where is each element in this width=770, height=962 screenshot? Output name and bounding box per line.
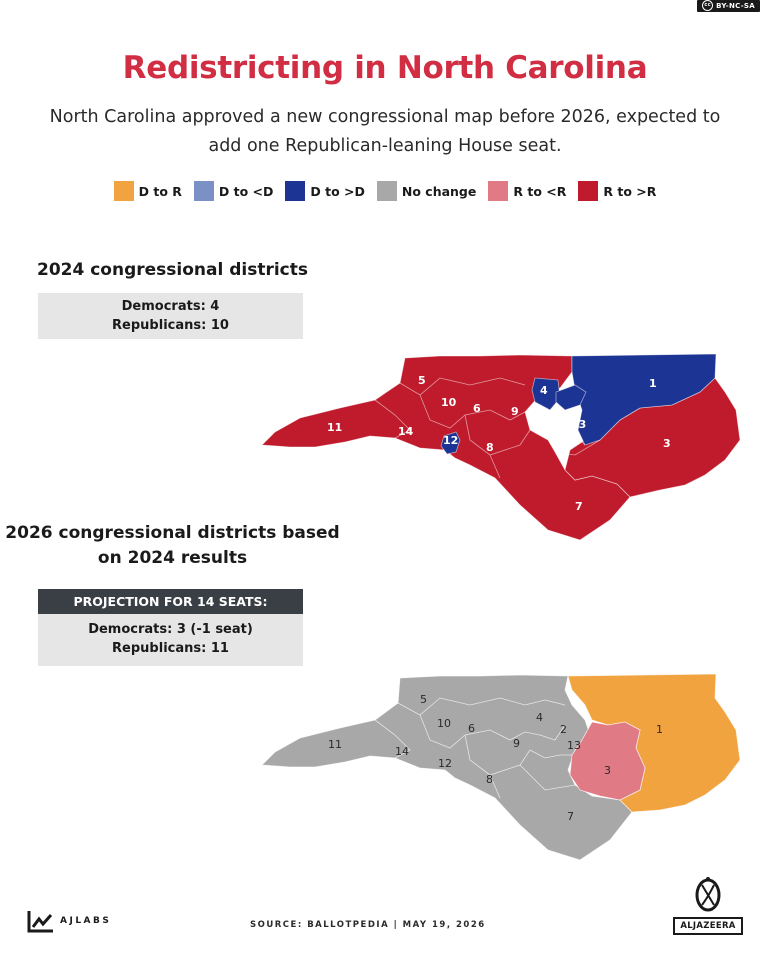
legend-swatch bbox=[285, 181, 306, 201]
brand-label: AJLABS bbox=[60, 916, 112, 926]
legend-item-r-to-less-r: R to <R bbox=[488, 181, 566, 201]
legend-swatch bbox=[113, 181, 134, 201]
district-1 bbox=[567, 673, 741, 813]
map-2024-label: 11 bbox=[327, 421, 342, 434]
map-2026-label: 9 bbox=[513, 737, 520, 750]
map-2024-label: 3 bbox=[663, 437, 671, 450]
source-line: SOURCE: BALLOTPEDIA | MAY 19, 2026 bbox=[250, 920, 486, 930]
legend-swatch bbox=[376, 181, 397, 201]
aljazeera-emblem-icon bbox=[695, 877, 721, 912]
map-2026-label: 5 bbox=[420, 693, 427, 706]
district-4-extension bbox=[555, 384, 587, 411]
district-4 bbox=[531, 377, 561, 411]
legend-swatch bbox=[578, 181, 599, 201]
map-2024-label: 8 bbox=[486, 441, 494, 454]
page-title: Redistricting in North Carolina bbox=[122, 50, 648, 86]
republicans-count: Republicans: 10 bbox=[112, 318, 229, 333]
democrats-count: Democrats: 4 bbox=[121, 299, 220, 314]
republicans-count: Republicans: 11 bbox=[112, 641, 229, 656]
license-text: BY-NC-SA bbox=[716, 2, 755, 10]
map-2026-label: 13 bbox=[567, 739, 581, 752]
legend-swatch bbox=[488, 181, 509, 201]
map-2026 bbox=[261, 673, 741, 861]
map-2026-label: 12 bbox=[438, 757, 452, 770]
democrats-count: Democrats: 3 (-1 seat) bbox=[88, 622, 253, 637]
map-2024-label: 1 bbox=[649, 377, 657, 390]
map-2026-label: 3 bbox=[604, 764, 611, 777]
seat-box-2026: PROJECTION FOR 14 SEATS: Democrats: 3 (-… bbox=[38, 589, 303, 666]
district-boundaries bbox=[374, 377, 601, 479]
map-2026-label: 7 bbox=[567, 810, 574, 823]
map-2026-label: 6 bbox=[468, 722, 475, 735]
map-2026-label: 1 bbox=[656, 723, 663, 736]
legend-swatch bbox=[193, 181, 214, 201]
section-title-2026: 2026 congressional districts based on 20… bbox=[5, 523, 340, 568]
district-3 bbox=[569, 721, 646, 801]
map-2024-label: 13 bbox=[571, 418, 586, 431]
map-2024-label: 10 bbox=[441, 396, 457, 409]
ajlabs-logo: AJLABS bbox=[27, 909, 111, 933]
map-2026-label: 10 bbox=[437, 717, 451, 730]
map-2024-label: 7 bbox=[575, 500, 583, 513]
seat-box-2024: Democrats: 4 Republicans: 10 bbox=[38, 293, 303, 339]
district-boundaries bbox=[374, 697, 576, 799]
legend-item-r-to-more-r: R to >R bbox=[578, 181, 656, 201]
chart-line-icon bbox=[27, 911, 53, 933]
district-12 bbox=[440, 431, 461, 455]
map-2024-label: 5 bbox=[418, 374, 426, 387]
map-2024-label: 9 bbox=[511, 405, 519, 418]
legend-item-d-to-less-d: D to <D bbox=[193, 181, 273, 201]
license-badge: cc BY-NC-SA bbox=[697, 0, 760, 12]
legend-item-d-to-r: D to R bbox=[113, 181, 182, 201]
section-title-2024: 2024 congressional districts bbox=[36, 260, 308, 280]
map-2026-label: 4 bbox=[536, 711, 543, 724]
aljazeera-wordmark: ALJAZEERA bbox=[673, 917, 743, 935]
map-2024-label: 14 bbox=[398, 425, 414, 438]
projection-header: PROJECTION FOR 14 SEATS: bbox=[38, 589, 303, 614]
legend: D to R D to <D D to >D No change R to <R… bbox=[0, 181, 770, 201]
aljazeera-logo: ALJAZEERA bbox=[673, 875, 743, 935]
map-2026-label: 14 bbox=[395, 745, 409, 758]
map-2024-label: 6 bbox=[473, 402, 481, 415]
map-2024-label: 12 bbox=[443, 434, 458, 447]
legend-item-no-change: No change bbox=[376, 181, 476, 201]
legend-item-d-to-more-d: D to >D bbox=[285, 181, 365, 201]
map-2024-label: 4 bbox=[540, 384, 548, 397]
map-2026-label: 2 bbox=[560, 723, 567, 736]
page-subtitle: North Carolina approved a new congressio… bbox=[49, 107, 721, 156]
map-2026-label: 8 bbox=[486, 773, 493, 786]
map-2026-label: 11 bbox=[328, 738, 342, 751]
creative-commons-icon: cc bbox=[702, 0, 714, 11]
